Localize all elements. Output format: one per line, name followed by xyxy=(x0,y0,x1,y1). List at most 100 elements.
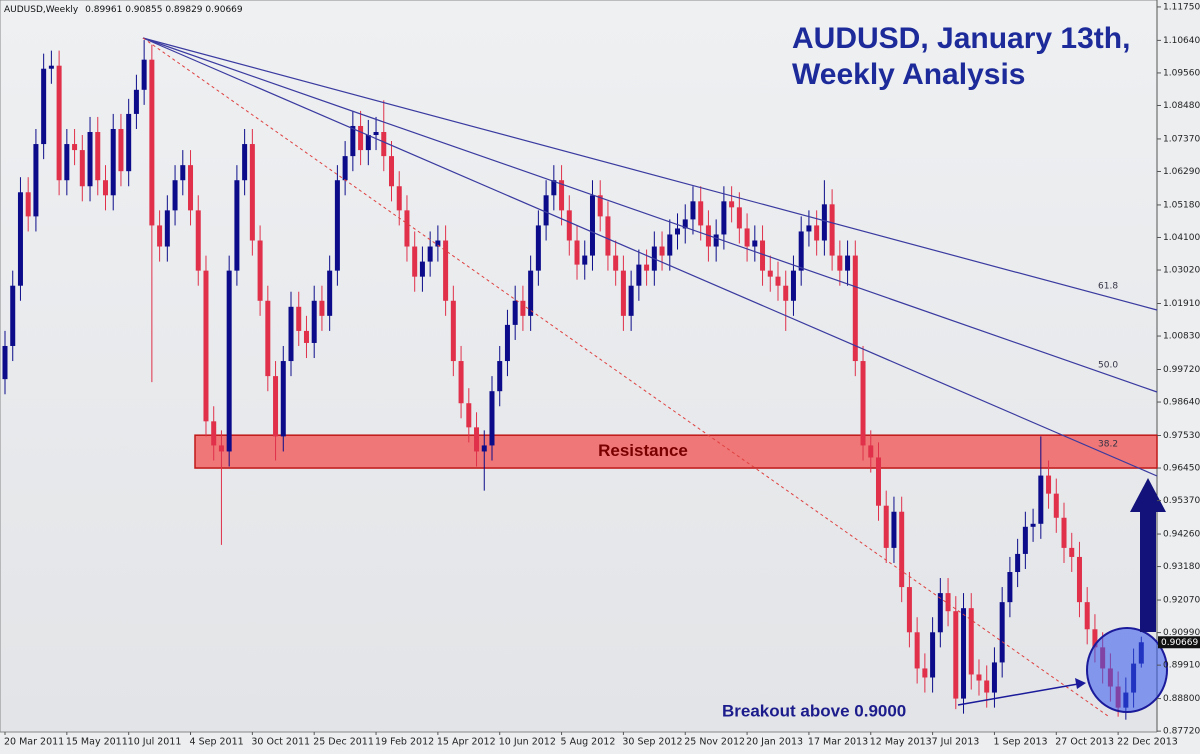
candle-body xyxy=(775,276,781,286)
candle-body xyxy=(937,593,943,633)
candle-body xyxy=(172,180,178,211)
candle-body xyxy=(412,246,418,277)
candle-body xyxy=(450,300,456,362)
candle-body xyxy=(976,674,982,681)
header-high: 0.90855 xyxy=(125,5,162,15)
candle-body xyxy=(303,330,309,343)
fan-line xyxy=(142,37,1158,393)
candle-body xyxy=(41,68,47,145)
candle-body xyxy=(474,427,480,452)
fan-line xyxy=(142,37,1158,477)
candle-body xyxy=(180,165,186,181)
candle-body xyxy=(87,132,93,187)
candle-body xyxy=(157,225,163,247)
candle-body xyxy=(458,361,464,404)
candle-body xyxy=(1038,475,1044,524)
y-tick-label: 0.94260 xyxy=(1163,530,1200,540)
candle-body xyxy=(1084,602,1090,630)
fib-label: 61.8 xyxy=(1098,282,1118,292)
title-line: AUDUSD, January 13th, xyxy=(792,22,1130,55)
candle-body xyxy=(489,391,495,446)
x-tick-label: 30 Sep 2012 xyxy=(622,737,682,748)
y-tick-label: 1.03020 xyxy=(1163,266,1200,276)
candle-body xyxy=(211,421,217,446)
y-tick-label: 0.96450 xyxy=(1163,464,1200,474)
candle-body xyxy=(249,144,255,241)
candle-body xyxy=(126,113,132,172)
candle-body xyxy=(852,255,858,362)
last-price-box xyxy=(1158,636,1200,649)
candle-body xyxy=(373,132,379,136)
y-tick-label: 1.00830 xyxy=(1163,332,1200,342)
candle-body xyxy=(33,144,39,217)
candle-body xyxy=(814,225,820,241)
candle-body xyxy=(149,59,155,226)
candle-body xyxy=(914,632,920,669)
candle-body xyxy=(644,264,650,271)
candle-body xyxy=(930,632,936,678)
candle-body xyxy=(953,611,959,699)
candle-body xyxy=(1061,517,1067,548)
x-tick-label: 30 Oct 2011 xyxy=(251,737,310,748)
candle-body xyxy=(10,285,16,346)
y-tick-label: 1.08480 xyxy=(1163,101,1200,111)
price-axis-bg xyxy=(1157,0,1200,750)
y-tick-label: 0.99720 xyxy=(1163,365,1200,375)
x-tick-label: 7 Jul 2013 xyxy=(932,737,980,748)
x-tick-label: 27 Oct 2013 xyxy=(1055,737,1114,748)
x-tick-label: 17 Mar 2013 xyxy=(808,737,868,748)
candle-body xyxy=(1076,556,1082,603)
candle-body xyxy=(133,89,139,114)
y-tick-label: 0.93180 xyxy=(1163,562,1200,572)
candle-body xyxy=(327,270,333,316)
candle-body xyxy=(837,255,843,271)
highlight-circle xyxy=(1086,627,1168,713)
candle-body xyxy=(845,255,851,271)
candle-body xyxy=(922,668,928,678)
candle-body xyxy=(1030,523,1036,527)
candle-body xyxy=(767,270,773,277)
candle-body xyxy=(1046,475,1052,494)
zone-label: Resistance xyxy=(598,441,688,460)
candle-body xyxy=(164,210,170,247)
candle-body xyxy=(110,128,116,196)
symbol: AUDUSD,Weekly xyxy=(4,5,79,15)
candle-body xyxy=(350,125,356,157)
candle-body xyxy=(667,234,673,256)
candle-body xyxy=(435,240,441,247)
candle-body xyxy=(311,300,317,343)
candle-body xyxy=(906,587,912,633)
breakout-label: Breakout above 0.9000 xyxy=(722,701,906,720)
candle-body xyxy=(118,128,124,172)
candle-body xyxy=(56,65,62,181)
candle-body xyxy=(381,132,387,157)
candle-body xyxy=(535,225,541,271)
candle-body xyxy=(543,195,549,226)
x-tick-label: 20 Jan 2013 xyxy=(746,737,803,748)
candle-body xyxy=(752,240,758,247)
candle-body xyxy=(868,445,874,458)
y-tick-label: 0.97530 xyxy=(1163,431,1200,441)
fib-label: 50.0 xyxy=(1098,361,1118,371)
fib-label: 38.2 xyxy=(1098,440,1118,450)
pointer-head xyxy=(1075,678,1086,689)
candle-body xyxy=(203,270,209,422)
candle-body xyxy=(419,261,425,277)
x-tick-label: 15 Apr 2012 xyxy=(437,737,496,748)
candle-body xyxy=(574,240,580,265)
candle-body xyxy=(288,306,294,362)
plot-area xyxy=(0,0,1158,733)
candle-body xyxy=(721,201,727,235)
up-arrow xyxy=(1130,478,1166,632)
candle-body xyxy=(620,270,626,316)
candle-body xyxy=(226,270,232,452)
candle-body xyxy=(141,59,147,90)
candle-body xyxy=(265,300,271,377)
candle-body xyxy=(365,135,371,151)
candle-body xyxy=(497,361,503,392)
candle-body xyxy=(296,306,302,331)
candle-body xyxy=(48,65,54,69)
candle-body xyxy=(1007,572,1013,603)
candle-body xyxy=(396,186,402,211)
fan-line xyxy=(142,37,1158,311)
